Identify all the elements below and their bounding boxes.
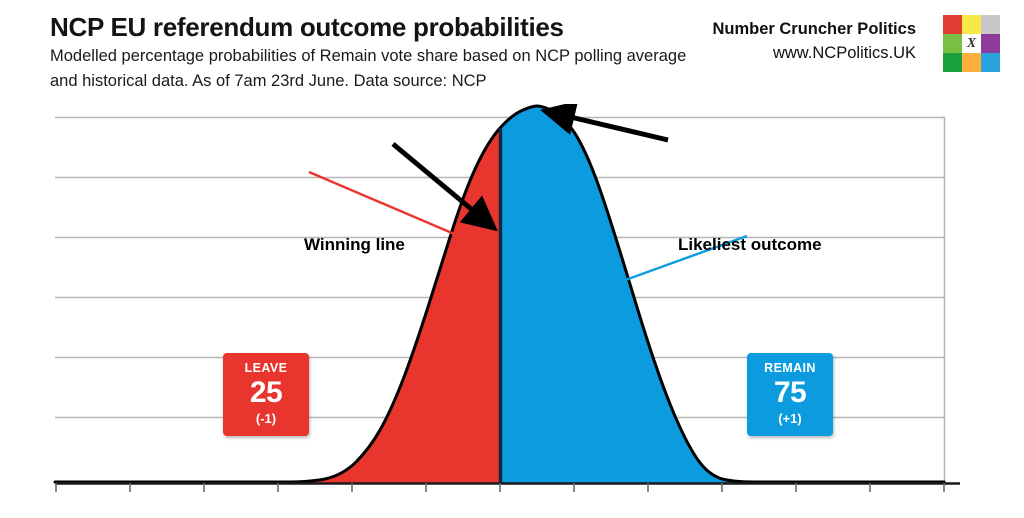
logo-cell-8 [962, 53, 981, 72]
brand-name: Number Cruncher Politics [712, 20, 916, 38]
annotation-winning-line: Winning line [304, 235, 405, 254]
ncp-logo-icon: X [943, 15, 1000, 72]
leave-area [55, 128, 500, 483]
logo-cell-2 [962, 15, 981, 34]
callout-remain-delta: (+1) [778, 411, 802, 426]
callout-remain-value: 75 [773, 376, 807, 409]
brand-url: www.NCPolitics.UK [772, 44, 916, 62]
logo-cell-center-x: X [962, 34, 981, 53]
logo-cell-1 [943, 15, 962, 34]
distribution-curve [53, 104, 946, 484]
logo-cell-6 [981, 34, 1000, 53]
remain-area [500, 106, 944, 483]
callout-leave-value: 25 [249, 376, 283, 409]
probability-distribution-chart: Winning line Likeliest outcome LEAVE 25 … [0, 104, 1024, 518]
chart-header: NCP EU referendum outcome probabilities … [0, 0, 1024, 104]
leave-leader-line [308, 170, 481, 247]
callout-leave-name: LEAVE [244, 361, 288, 375]
winning-line-arrow [391, 142, 498, 232]
page-title: NCP EU referendum outcome probabilities [50, 12, 564, 42]
callout-remain-name: REMAIN [764, 361, 816, 375]
page-subtitle: Modelled percentage probabilities of Rem… [50, 47, 687, 90]
brand-block: Number Cruncher Politics www.NCPolitics.… [616, 18, 916, 66]
x-axis-ticks [55, 483, 945, 492]
logo-cell-7 [943, 53, 962, 72]
remain-leader-line [616, 234, 748, 285]
callout-remain: REMAIN 75 (+1) [747, 353, 833, 436]
callout-leave-delta: (-1) [255, 411, 277, 426]
annotation-likeliest-outcome: Likeliest outcome [678, 235, 822, 254]
logo-cell-4 [943, 34, 962, 53]
logo-cell-9 [981, 53, 1000, 72]
chart-plot-svg [53, 104, 960, 492]
callout-leave: LEAVE 25 (-1) [223, 353, 309, 436]
likeliest-outcome-arrow [540, 104, 669, 143]
logo-cell-3 [981, 15, 1000, 34]
